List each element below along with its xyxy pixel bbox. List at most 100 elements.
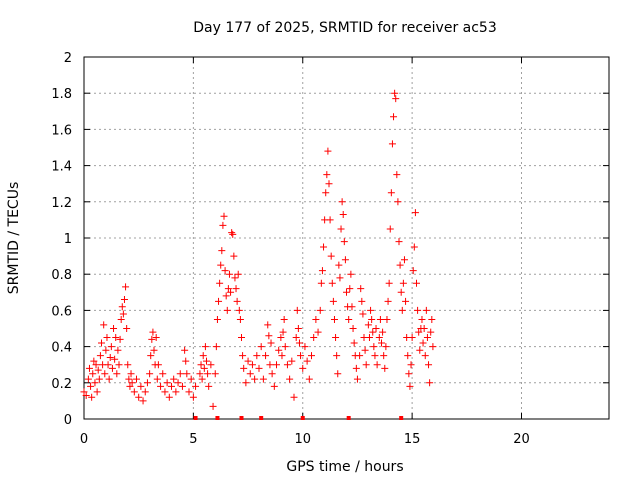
data-point	[146, 370, 154, 378]
data-point	[126, 382, 134, 390]
data-point	[379, 328, 387, 336]
data-point	[356, 352, 364, 360]
data-point	[364, 321, 372, 329]
data-point	[251, 375, 259, 383]
baseline-marker	[215, 416, 220, 420]
data-point	[216, 279, 224, 287]
data-point	[137, 382, 145, 390]
data-point	[281, 343, 289, 351]
data-point	[278, 352, 286, 360]
data-point	[341, 256, 349, 264]
data-point	[349, 325, 357, 332]
data-point	[189, 393, 197, 401]
data-point	[353, 375, 361, 383]
data-point	[242, 379, 250, 387]
data-point	[414, 306, 422, 314]
baseline-marker	[346, 416, 351, 420]
data-point	[367, 306, 375, 314]
data-point	[149, 328, 157, 336]
data-point	[299, 364, 307, 372]
data-point	[228, 229, 236, 237]
data-point	[408, 334, 416, 342]
data-point	[378, 339, 385, 347]
data-point	[320, 243, 328, 251]
data-point	[233, 297, 241, 305]
data-point	[392, 95, 400, 103]
data-point	[102, 346, 110, 354]
data-point	[84, 375, 92, 383]
data-point	[328, 279, 336, 287]
data-point	[90, 357, 98, 365]
data-point	[395, 238, 403, 246]
data-point	[119, 310, 127, 318]
data-point	[123, 325, 131, 332]
data-point	[280, 315, 288, 323]
data-point	[230, 252, 238, 260]
data-point	[248, 361, 256, 369]
data-point	[103, 334, 111, 342]
baseline-marker	[300, 416, 305, 420]
data-point	[147, 352, 155, 360]
data-point	[152, 334, 160, 342]
y-tick-label: 1.8	[51, 87, 72, 102]
data-point	[182, 357, 190, 365]
chart-title: Day 177 of 2025, SRMTID for receiver ac5…	[193, 20, 497, 36]
data-point	[310, 334, 318, 342]
data-point	[165, 393, 173, 401]
data-point	[159, 370, 167, 378]
data-point	[199, 352, 207, 360]
data-point	[172, 388, 180, 396]
data-point	[405, 370, 413, 378]
data-point	[410, 243, 418, 251]
data-point	[112, 334, 120, 342]
data-point	[340, 238, 348, 246]
data-point	[348, 303, 356, 311]
y-tick-label: 1.6	[51, 123, 72, 138]
y-axis-label: SRMTID / TECUs	[6, 182, 22, 295]
data-point	[201, 343, 209, 351]
data-point	[238, 334, 245, 342]
y-tick-label: 0.4	[51, 341, 72, 356]
data-point	[174, 379, 182, 387]
data-point	[178, 382, 186, 390]
data-point	[324, 147, 332, 155]
data-point	[183, 370, 191, 378]
data-point	[192, 382, 200, 390]
data-point	[346, 285, 354, 293]
data-point	[115, 361, 123, 369]
data-point	[413, 279, 420, 287]
data-point	[323, 171, 331, 179]
data-point	[359, 310, 367, 318]
y-axis: 0 0.2 0.4 0.6 0.8 1 1.2 1.4 1.6 1.8 2	[51, 51, 609, 428]
data-point	[387, 189, 395, 197]
data-point	[369, 328, 377, 336]
data-point	[409, 267, 417, 275]
data-point	[397, 288, 405, 296]
x-tick-label: 10	[294, 432, 311, 447]
data-point	[93, 388, 101, 396]
data-point	[262, 352, 270, 360]
data-point	[209, 402, 217, 410]
data-point	[218, 247, 226, 255]
data-point	[198, 375, 206, 383]
data-point	[125, 375, 133, 383]
data-point	[372, 325, 380, 332]
data-point	[91, 379, 99, 387]
data-point	[225, 270, 233, 278]
data-point	[222, 292, 230, 300]
baseline-marker	[239, 416, 244, 420]
data-point	[383, 315, 391, 323]
data-point	[105, 375, 113, 383]
data-point	[143, 379, 151, 387]
data-point	[368, 315, 376, 323]
data-point	[148, 335, 156, 343]
data-point	[325, 180, 333, 188]
data-point	[384, 297, 392, 305]
data-point	[326, 216, 334, 224]
data-point	[343, 288, 350, 296]
data-point	[400, 256, 408, 264]
data-point	[176, 370, 184, 378]
